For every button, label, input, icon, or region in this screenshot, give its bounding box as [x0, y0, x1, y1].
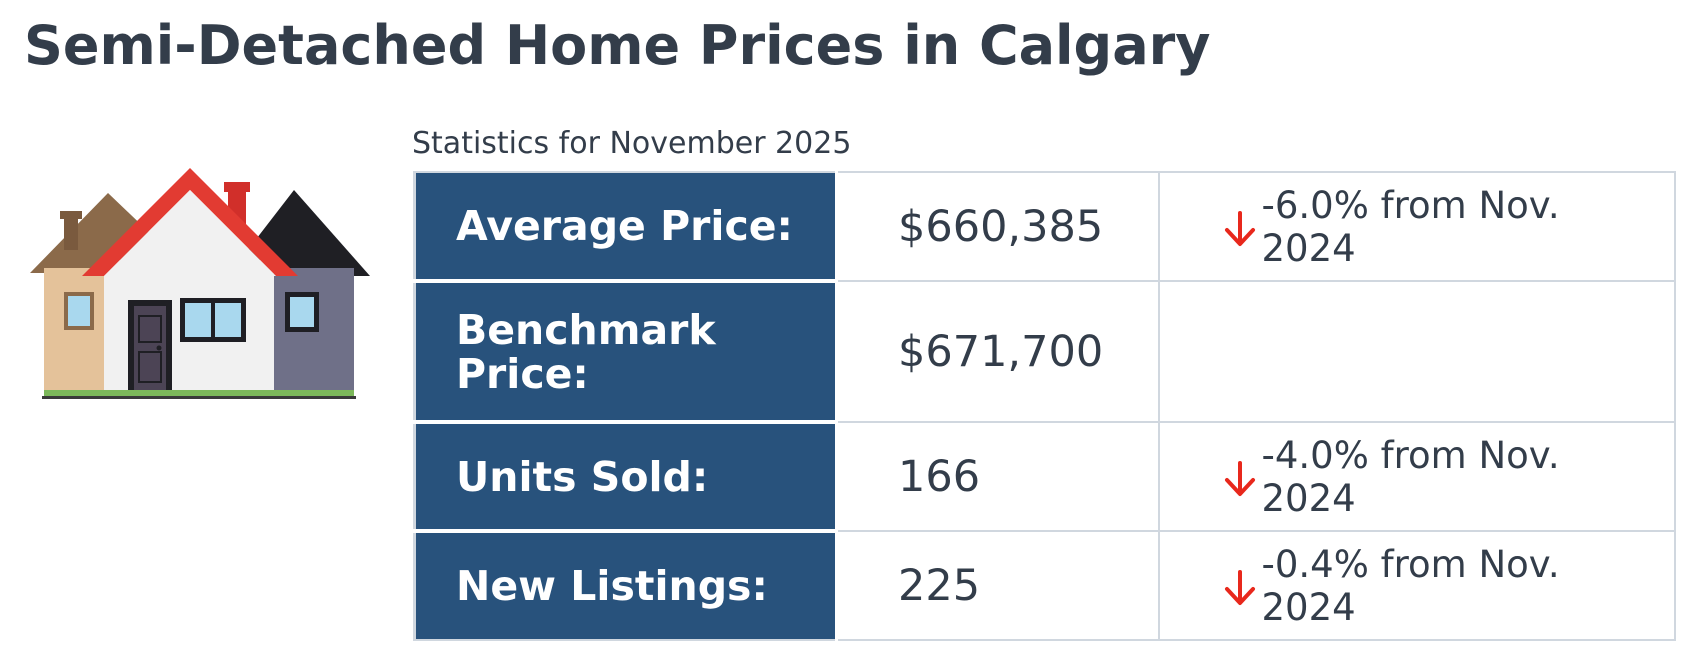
stats-subtitle: Statistics for November 2025: [412, 126, 852, 161]
page-title: Semi-Detached Home Prices in Calgary: [24, 14, 1211, 77]
row-value: $660,385: [835, 171, 1160, 282]
row-value: 166: [835, 421, 1160, 532]
stats-row-benchmark-price: Benchmark Price: $671,700: [413, 280, 1676, 424]
change-text: -6.0% from Nov. 2024: [1261, 183, 1560, 270]
row-change: -6.0% from Nov. 2024: [1157, 171, 1676, 282]
stats-row-average-price: Average Price: $660,385 -6.0% from Nov. …: [413, 171, 1676, 283]
stats-row-new-listings: New Listings: 225 -0.4% from Nov. 2024: [413, 530, 1676, 641]
change-text: -4.0% from Nov. 2024: [1261, 433, 1560, 520]
down-arrow-icon: [1224, 210, 1255, 246]
row-label: New Listings:: [413, 530, 838, 641]
stats-row-units-sold: Units Sold: 166 -4.0% from Nov. 2024: [413, 421, 1676, 533]
change-text: -0.4% from Nov. 2024: [1261, 542, 1560, 629]
row-change: -0.4% from Nov. 2024: [1157, 530, 1676, 641]
stats-table: Average Price: $660,385 -6.0% from Nov. …: [413, 171, 1676, 641]
row-change-empty: [1157, 280, 1676, 423]
row-label: Benchmark Price:: [413, 280, 838, 424]
row-label: Units Sold:: [413, 421, 838, 533]
down-arrow-icon: [1224, 460, 1255, 496]
semi-detached-house-icon: [30, 168, 370, 408]
down-arrow-icon: [1224, 569, 1255, 605]
row-change: -4.0% from Nov. 2024: [1157, 421, 1676, 532]
row-value: $671,700: [835, 280, 1160, 423]
row-value: 225: [835, 530, 1160, 641]
row-label: Average Price:: [413, 171, 838, 283]
